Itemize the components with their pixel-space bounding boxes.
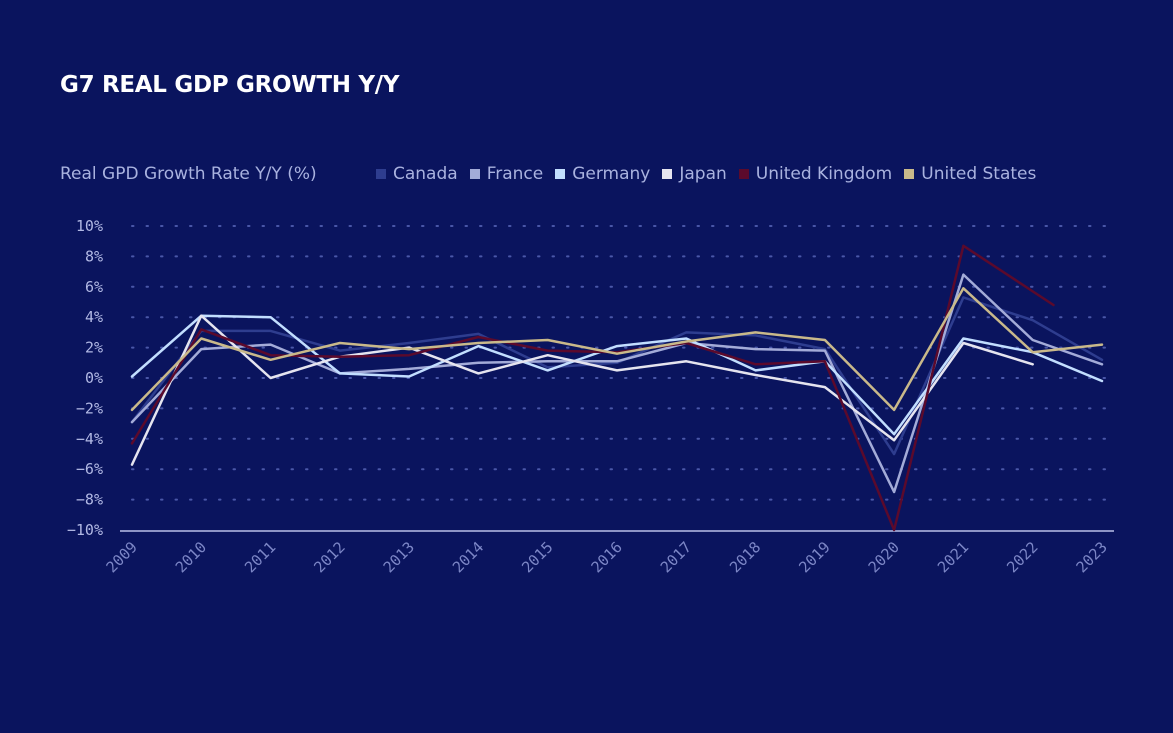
y-tick-label: 6% — [85, 278, 103, 296]
legend-item-united-kingdom[interactable]: United Kingdom — [738, 164, 893, 184]
x-tick-label: 2009 — [103, 538, 141, 576]
legend-label: United States — [921, 164, 1037, 184]
x-tick-label: 2014 — [449, 538, 487, 576]
legend-label: Canada — [393, 164, 458, 184]
legend-item-united-states[interactable]: United States — [904, 164, 1036, 184]
legend-swatch — [376, 169, 386, 179]
x-tick-label: 2018 — [726, 538, 764, 576]
y-tick-label: 0% — [85, 369, 103, 387]
chart-title: G7 REAL GDP GROWTH Y/Y — [60, 72, 400, 98]
y-tick-label: 8% — [85, 247, 103, 265]
y-axis-title: Real GPD Growth Rate Y/Y (%) — [60, 164, 317, 184]
x-tick-label: 2011 — [241, 538, 279, 576]
series-line-united-kingdom — [130, 244, 1055, 532]
x-tick-label: 2021 — [934, 538, 972, 576]
x-tick-label: 2017 — [657, 538, 695, 576]
x-tick-label: 2013 — [380, 538, 418, 576]
legend-swatch — [555, 169, 566, 179]
legend-swatch — [904, 169, 915, 179]
y-tick-label: −4% — [76, 430, 103, 448]
y-tick-label: −6% — [76, 460, 103, 478]
y-tick-label: 2% — [85, 339, 103, 357]
series-line-japan — [130, 314, 1034, 466]
x-tick-label: 2020 — [865, 538, 903, 576]
legend: Canada France Germany Japan United Kingdom Un… — [376, 164, 1036, 184]
y-tick-label: −8% — [76, 491, 103, 509]
legend-swatch — [738, 169, 749, 179]
x-tick-label: 2010 — [172, 538, 210, 576]
legend-swatch — [469, 169, 480, 179]
legend-label: Germany — [572, 164, 651, 184]
x-tick-label: 2022 — [1003, 538, 1041, 576]
y-tick-label: −10% — [67, 521, 103, 539]
legend-item-france[interactable]: France — [469, 164, 544, 184]
x-tick-label: 2012 — [310, 538, 348, 576]
legend-item-germany[interactable]: Germany — [555, 164, 650, 184]
legend-label: Japan — [679, 164, 727, 184]
x-tick-label: 2015 — [518, 538, 556, 576]
x-tick-label: 2016 — [588, 538, 626, 576]
y-tick-label: −2% — [76, 399, 103, 417]
series-group — [130, 244, 1104, 532]
legend-item-japan[interactable]: Japan — [662, 164, 727, 184]
x-tick-label: 2019 — [795, 538, 833, 576]
legend-label: France — [486, 164, 544, 184]
x-tick-label: 2023 — [1073, 538, 1111, 576]
series-line-france — [130, 273, 1104, 494]
legend-item-canada[interactable]: Canada — [376, 164, 458, 184]
legend-swatch — [662, 169, 673, 179]
y-tick-label: 4% — [85, 308, 103, 326]
legend-label: United Kingdom — [755, 164, 893, 184]
y-tick-label: 10% — [76, 217, 103, 235]
